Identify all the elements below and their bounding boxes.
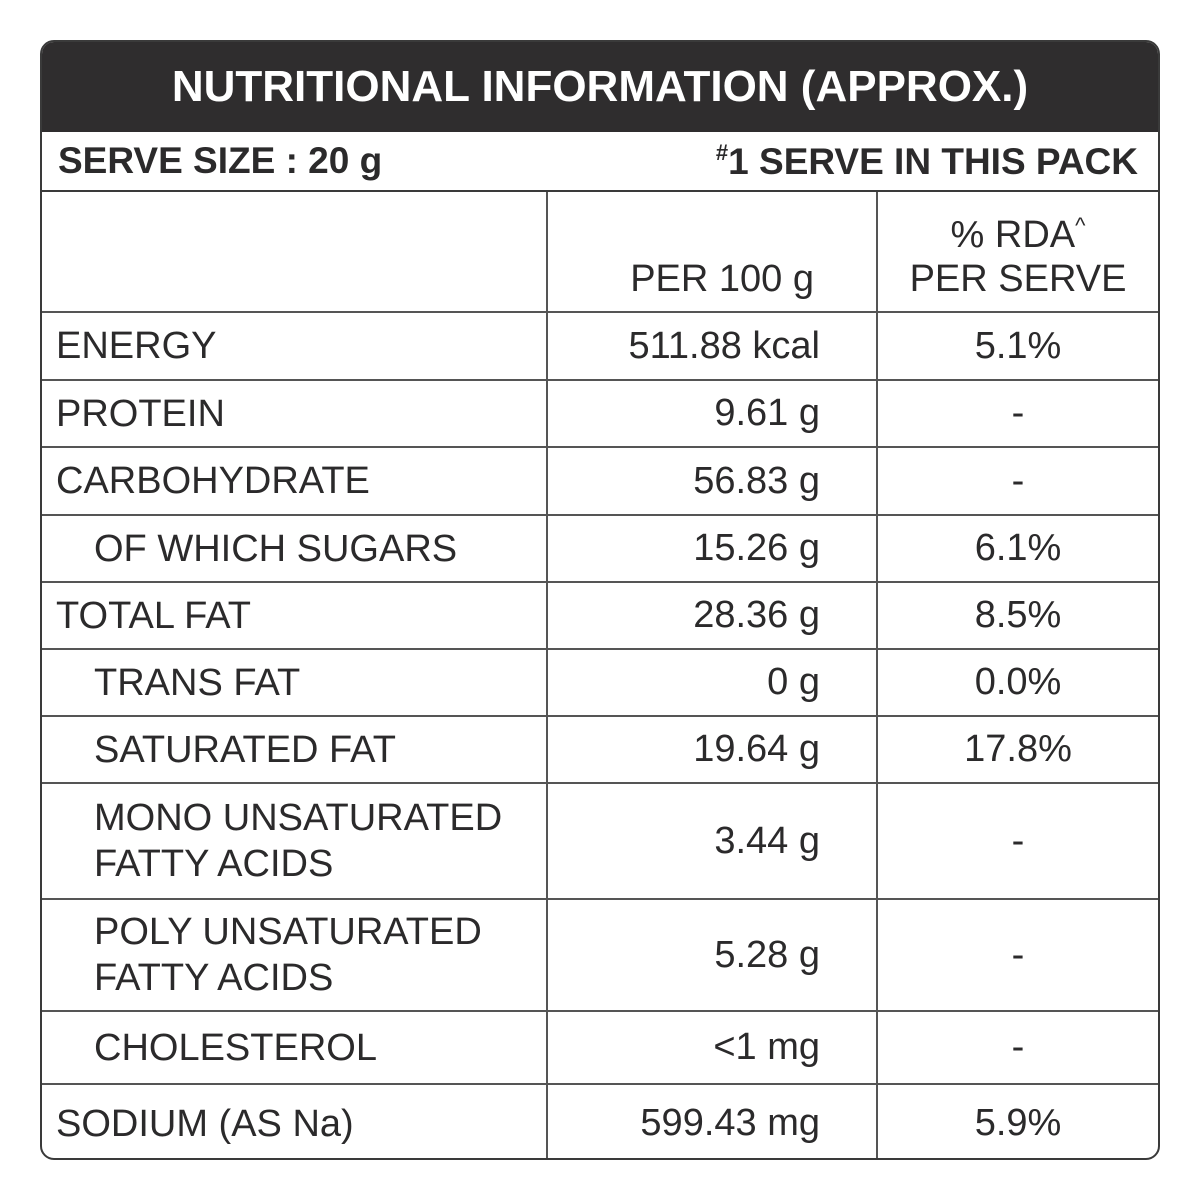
- nutrient-name: ENERGY: [42, 311, 548, 381]
- nutrient-name: MONO UNSATURATED FATTY ACIDS: [42, 782, 548, 900]
- rda-per-serve: -: [876, 446, 1158, 516]
- name-line: TOTAL FAT: [56, 594, 251, 637]
- serve-size: SERVE SIZE : 20 g: [58, 140, 383, 181]
- nutrient-row: SODIUM (AS Na) 599.43 mg 5.9%: [42, 1083, 1158, 1158]
- nutrient-name: SATURATED FAT: [42, 715, 548, 784]
- rda-per-serve: 0.0%: [876, 648, 1158, 717]
- col-per100: PER 100 g: [546, 192, 878, 313]
- serve-count-wrap: #1 SERVE IN THIS PACK: [716, 140, 1138, 183]
- nutrient-row: SATURATED FAT 19.64 g 17.8%: [42, 715, 1158, 784]
- per-100g: 28.36 g: [546, 581, 878, 650]
- per-100g: 5.28 g: [546, 898, 878, 1012]
- per-100g: 0 g: [546, 648, 878, 717]
- per-100g: 9.61 g: [546, 379, 878, 448]
- rda: % RDA: [950, 214, 1076, 256]
- nutrition-panel: NUTRITIONAL INFORMATION (APPROX.) SERVE …: [40, 40, 1160, 1160]
- column-header: PER 100 g % RDA^ PER SERVE: [42, 192, 1158, 313]
- name-line: FATTY ACIDS: [94, 843, 334, 885]
- nutrition-table: PER 100 g % RDA^ PER SERVE ENERGY 511.88 k…: [42, 192, 1158, 1158]
- serve-marker: #: [715, 139, 729, 165]
- nutrient-name: SODIUM (AS Na): [42, 1083, 548, 1158]
- nutrient-name: TRANS FAT: [42, 648, 548, 717]
- name-line: CHOLESTEROL: [94, 1026, 377, 1069]
- col-rda: % RDA^ PER SERVE: [876, 192, 1158, 313]
- name-line: CARBOHYDRATE: [56, 460, 370, 502]
- per-100g: <1 mg: [546, 1010, 878, 1085]
- name-line: ENERGY: [56, 325, 217, 367]
- name-line: TRANS FAT: [94, 661, 301, 704]
- nutrient-name: CHOLESTEROL: [42, 1010, 548, 1085]
- per-100g: 56.83 g: [546, 446, 878, 516]
- nutrient-row: ENERGY 511.88 kcal 5.1%: [42, 311, 1158, 381]
- nutrient-row: PROTEIN 9.61 g-: [42, 379, 1158, 448]
- per-100g: 3.44 g: [546, 782, 878, 900]
- serve-row: SERVE SIZE : 20 g #1 SERVE IN THIS PACK: [42, 132, 1158, 192]
- nutrient-row: OF WHICH SUGARS 15.26 g 6.1%: [42, 514, 1158, 583]
- rda-per-serve: -: [876, 898, 1158, 1012]
- serve-count: 1 SERVE IN THIS PACK: [728, 140, 1138, 182]
- rda-per-serve: 8.5%: [876, 581, 1158, 650]
- nutrient-name: POLY UNSATURATED FATTY ACIDS: [42, 898, 548, 1012]
- name-line: SATURATED FAT: [94, 728, 396, 771]
- per-100g: 15.26 g: [546, 514, 878, 583]
- nutrient-row: MONO UNSATURATED FATTY ACIDS 3.44 g-: [42, 782, 1158, 900]
- name-line: SODIUM (AS Na): [56, 1102, 354, 1145]
- name-line: PROTEIN: [56, 392, 225, 435]
- name-line: OF WHICH SUGARS: [94, 527, 458, 570]
- per-100g: 599.43 mg: [546, 1083, 878, 1158]
- rda-marker: ^: [1075, 213, 1086, 238]
- table-body: PER 100 g % RDA^ PER SERVE ENERGY 511.88 k…: [42, 192, 1158, 1158]
- nutrient-row: CARBOHYDRATE 56.83 g-: [42, 446, 1158, 516]
- rda-per-serve: -: [876, 782, 1158, 900]
- blank-cell: [42, 192, 548, 313]
- nutrient-name: CARBOHYDRATE: [42, 446, 548, 516]
- rda-per-serve: -: [876, 1010, 1158, 1085]
- nutrient-name: OF WHICH SUGARS: [42, 514, 548, 583]
- nutrient-row: CHOLESTEROL <1 mg -: [42, 1010, 1158, 1085]
- name-line: FATTY ACIDS: [94, 957, 334, 999]
- nutrient-row: POLY UNSATURATED FATTY ACIDS 5.28 g-: [42, 898, 1158, 1012]
- rda-per-serve: -: [876, 379, 1158, 448]
- name-line: POLY UNSATURATED: [94, 911, 482, 953]
- rda-per-serve: 5.9%: [876, 1083, 1158, 1158]
- per-serve: PER SERVE: [909, 258, 1127, 300]
- per-100g: 511.88 kcal: [546, 311, 878, 381]
- rda-per-serve: 17.8%: [876, 715, 1158, 784]
- rda-per-serve: 5.1%: [876, 311, 1158, 381]
- nutrient-row: TOTAL FAT 28.36 g 8.5%: [42, 581, 1158, 650]
- nutrient-name: PROTEIN: [42, 379, 548, 448]
- rda-line: % RDA^: [878, 204, 1158, 257]
- rda-per-serve: 6.1%: [876, 514, 1158, 583]
- nutrient-name: TOTAL FAT: [42, 581, 548, 650]
- title: NUTRITIONAL INFORMATION (APPROX.): [42, 42, 1158, 132]
- nutrient-row: TRANS FAT 0 g 0.0%: [42, 648, 1158, 717]
- per-100g: 19.64 g: [546, 715, 878, 784]
- name-line: MONO UNSATURATED: [94, 797, 503, 839]
